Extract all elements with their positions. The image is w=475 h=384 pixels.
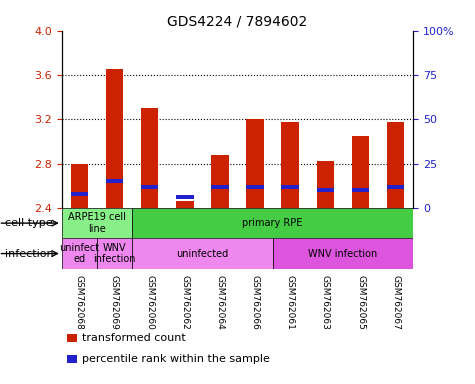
Text: primary RPE: primary RPE — [242, 218, 303, 228]
Bar — [132, 238, 273, 269]
Text: GSM762062: GSM762062 — [180, 275, 189, 329]
Text: uninfected: uninfected — [176, 248, 228, 258]
Text: WNV infection: WNV infection — [308, 248, 378, 258]
Bar — [352, 188, 369, 192]
Bar — [62, 238, 97, 269]
Text: GSM762066: GSM762066 — [251, 275, 259, 329]
Bar — [132, 208, 413, 238]
Bar — [71, 164, 88, 208]
Bar — [247, 185, 264, 189]
Title: GDS4224 / 7894602: GDS4224 / 7894602 — [167, 14, 308, 28]
Text: GSM762068: GSM762068 — [75, 275, 84, 329]
Text: GSM762065: GSM762065 — [356, 275, 365, 329]
Text: percentile rank within the sample: percentile rank within the sample — [82, 354, 270, 364]
Text: GSM762067: GSM762067 — [391, 275, 400, 329]
Bar — [176, 195, 194, 199]
Bar — [387, 185, 404, 189]
Bar — [211, 155, 228, 208]
Text: uninfect
ed: uninfect ed — [59, 243, 99, 264]
Bar — [352, 136, 369, 208]
Text: GSM762061: GSM762061 — [286, 275, 294, 329]
Bar — [387, 121, 404, 208]
Text: infection: infection — [5, 248, 53, 258]
Bar — [62, 208, 132, 238]
Bar — [273, 238, 413, 269]
Bar — [141, 185, 158, 189]
Bar — [281, 121, 299, 208]
Bar — [176, 201, 194, 208]
Text: WNV
infection: WNV infection — [93, 243, 136, 264]
Text: cell type: cell type — [5, 218, 52, 228]
Bar — [281, 185, 299, 189]
Text: ARPE19 cell
line: ARPE19 cell line — [68, 212, 126, 234]
Bar — [211, 185, 228, 189]
Bar — [316, 188, 334, 192]
Bar — [97, 238, 132, 269]
Bar — [247, 119, 264, 208]
Bar — [141, 108, 158, 208]
Bar — [316, 161, 334, 208]
Bar — [105, 70, 124, 208]
Text: transformed count: transformed count — [82, 333, 185, 343]
Text: GSM762069: GSM762069 — [110, 275, 119, 329]
Bar — [71, 192, 88, 196]
Bar — [105, 179, 124, 183]
Text: GSM762060: GSM762060 — [145, 275, 154, 329]
Text: GSM762063: GSM762063 — [321, 275, 330, 329]
Text: GSM762064: GSM762064 — [216, 275, 224, 329]
